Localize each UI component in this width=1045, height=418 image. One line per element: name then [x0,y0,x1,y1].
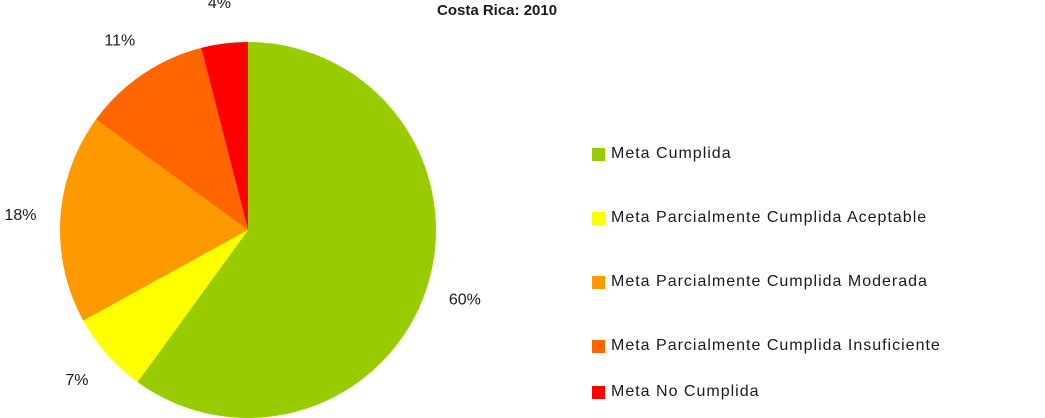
chart-title: Costa Rica: 2010 [437,2,558,19]
legend-label: Meta Parcialmente Cumplida Moderada [611,273,928,290]
legend-item-meta-cumplida: Meta Cumplida [592,143,1031,165]
legend-label: Meta Parcialmente Cumplida Insuficiente [611,337,941,354]
data-label-meta-parcialmente-cumplida-aceptable: 7% [65,372,88,389]
legend-label: Meta Parcialmente Cumplida Aceptable [611,209,928,226]
pie-slice-meta-parcialmente-cumplida-aceptable [83,230,249,383]
pie-slice-meta-no-cumplida [201,42,248,230]
legend: Meta Cumplida Meta Parcialmente Cumplida … [592,0,1042,418]
legend-item-meta-no-cumplida: Meta No Cumplida [592,381,1031,403]
legend-label: Meta Cumplida [611,145,732,162]
pie-slice-meta-cumplida [137,42,436,418]
legend-swatch [592,340,605,353]
data-label-meta-parcialmente-cumplida-insuficiente: 11% [104,33,135,50]
legend-swatch [592,386,605,399]
pie-chart: 60% 7% 18% 11% 4% [4,0,481,418]
pie-slice-meta-parcialmente-cumplida-insuficiente [95,47,248,230]
legend-item-meta-parcialmente-cumplida-aceptable: Meta Parcialmente Cumplida Aceptable [592,207,1031,229]
legend-swatch [592,212,605,225]
legend-item-meta-parcialmente-cumplida-insuficiente: Meta Parcialmente Cumplida Insuficiente [592,335,941,357]
data-label-meta-no-cumplida: 4% [208,0,231,12]
legend-label: Meta No Cumplida [611,383,760,400]
legend-swatch [592,276,605,289]
pie-slice-meta-parcialmente-cumplida-moderada [59,119,249,321]
legend-swatch [592,148,605,161]
legend-item-meta-parcialmente-cumplida-moderada: Meta Parcialmente Cumplida Moderada [592,271,1031,293]
data-label-meta-parcialmente-cumplida-moderada: 18% [4,207,36,224]
data-label-meta-cumplida: 60% [449,292,481,309]
